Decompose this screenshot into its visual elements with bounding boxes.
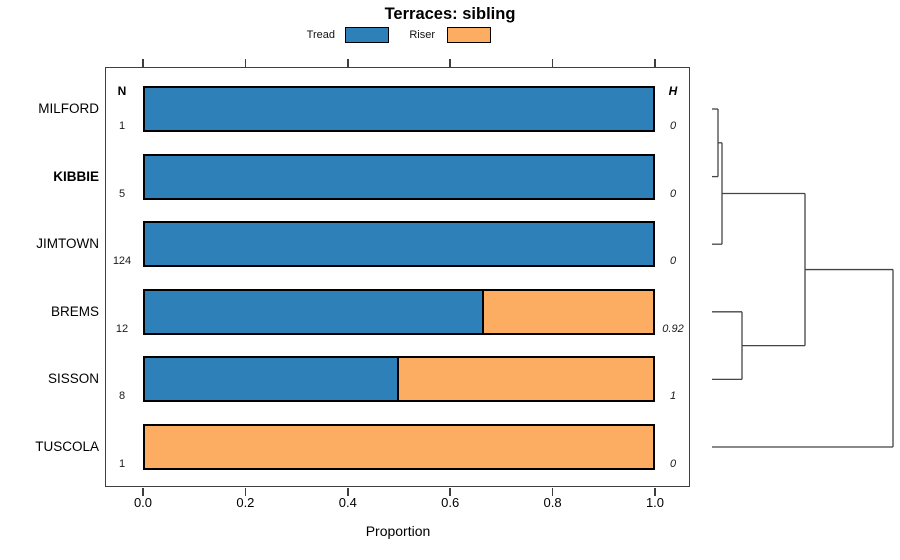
legend-label-riser: Riser [409, 29, 435, 41]
entropy-value: 1 [669, 390, 677, 403]
category-label: BREMS [50, 303, 99, 319]
axis-tick-label: 0.4 [338, 495, 357, 510]
tread-segment [145, 88, 653, 130]
plot-area [105, 67, 690, 487]
axis-tick [654, 487, 656, 496]
category-label: MILFORD [38, 101, 99, 116]
axis-tick-label: 1.0 [645, 495, 665, 510]
count-value: 1 [118, 458, 126, 470]
category-label: TUSCOLA [35, 439, 99, 454]
entropy-value: 0 [669, 120, 677, 132]
entropy-value: 0 [669, 458, 677, 470]
category-label: JIMTOWN [36, 236, 99, 252]
tread-segment [145, 290, 484, 333]
axis-tick-label: 0.2 [236, 495, 255, 510]
category-label: SISSON [47, 371, 99, 387]
axis-tick [244, 487, 247, 496]
chart-title: Terraces: sibling [384, 5, 516, 23]
stacked-bar [143, 424, 655, 470]
tread-segment [145, 223, 653, 266]
stacked-bar [143, 288, 655, 335]
legend-label-tread: Tread [306, 29, 335, 41]
axis-tick [347, 487, 349, 496]
axis-tick [244, 59, 247, 67]
axis-tick-label: 0.6 [441, 495, 460, 510]
stacked-bar [143, 356, 655, 403]
axis-tick [551, 59, 554, 67]
legend-swatch-tread [345, 27, 389, 43]
axis-tick [449, 487, 451, 496]
legend-swatch-riser [447, 27, 491, 43]
tread-segment [145, 155, 653, 198]
category-label: KIBBIE [53, 168, 99, 184]
axis-tick [449, 59, 451, 67]
axis-tick [142, 59, 144, 67]
riser-segment [483, 290, 653, 333]
entropy-value: 0.92 [662, 322, 684, 335]
tread-segment [145, 358, 399, 401]
count-value: 1 [118, 120, 126, 132]
n-column-header: N [117, 84, 127, 98]
axis-tick [142, 487, 144, 496]
count-value: 124 [112, 255, 132, 268]
axis-tick-label: 0.8 [543, 495, 562, 510]
riser-segment [399, 358, 653, 401]
stacked-bar [143, 86, 655, 132]
axis-tick [347, 59, 349, 67]
count-value: 8 [118, 390, 126, 403]
entropy-value: 0 [669, 255, 677, 268]
count-value: 12 [115, 322, 129, 335]
stacked-bar [143, 221, 655, 268]
count-value: 5 [118, 187, 126, 200]
axis-tick-label: 0.0 [133, 495, 153, 510]
stacked-bar [143, 153, 655, 200]
riser-segment [145, 426, 653, 468]
x-axis-label: Proportion [365, 523, 431, 539]
axis-tick [654, 59, 656, 67]
h-column-header: H [668, 84, 678, 98]
axis-tick [551, 487, 554, 496]
entropy-value: 0 [669, 187, 677, 200]
